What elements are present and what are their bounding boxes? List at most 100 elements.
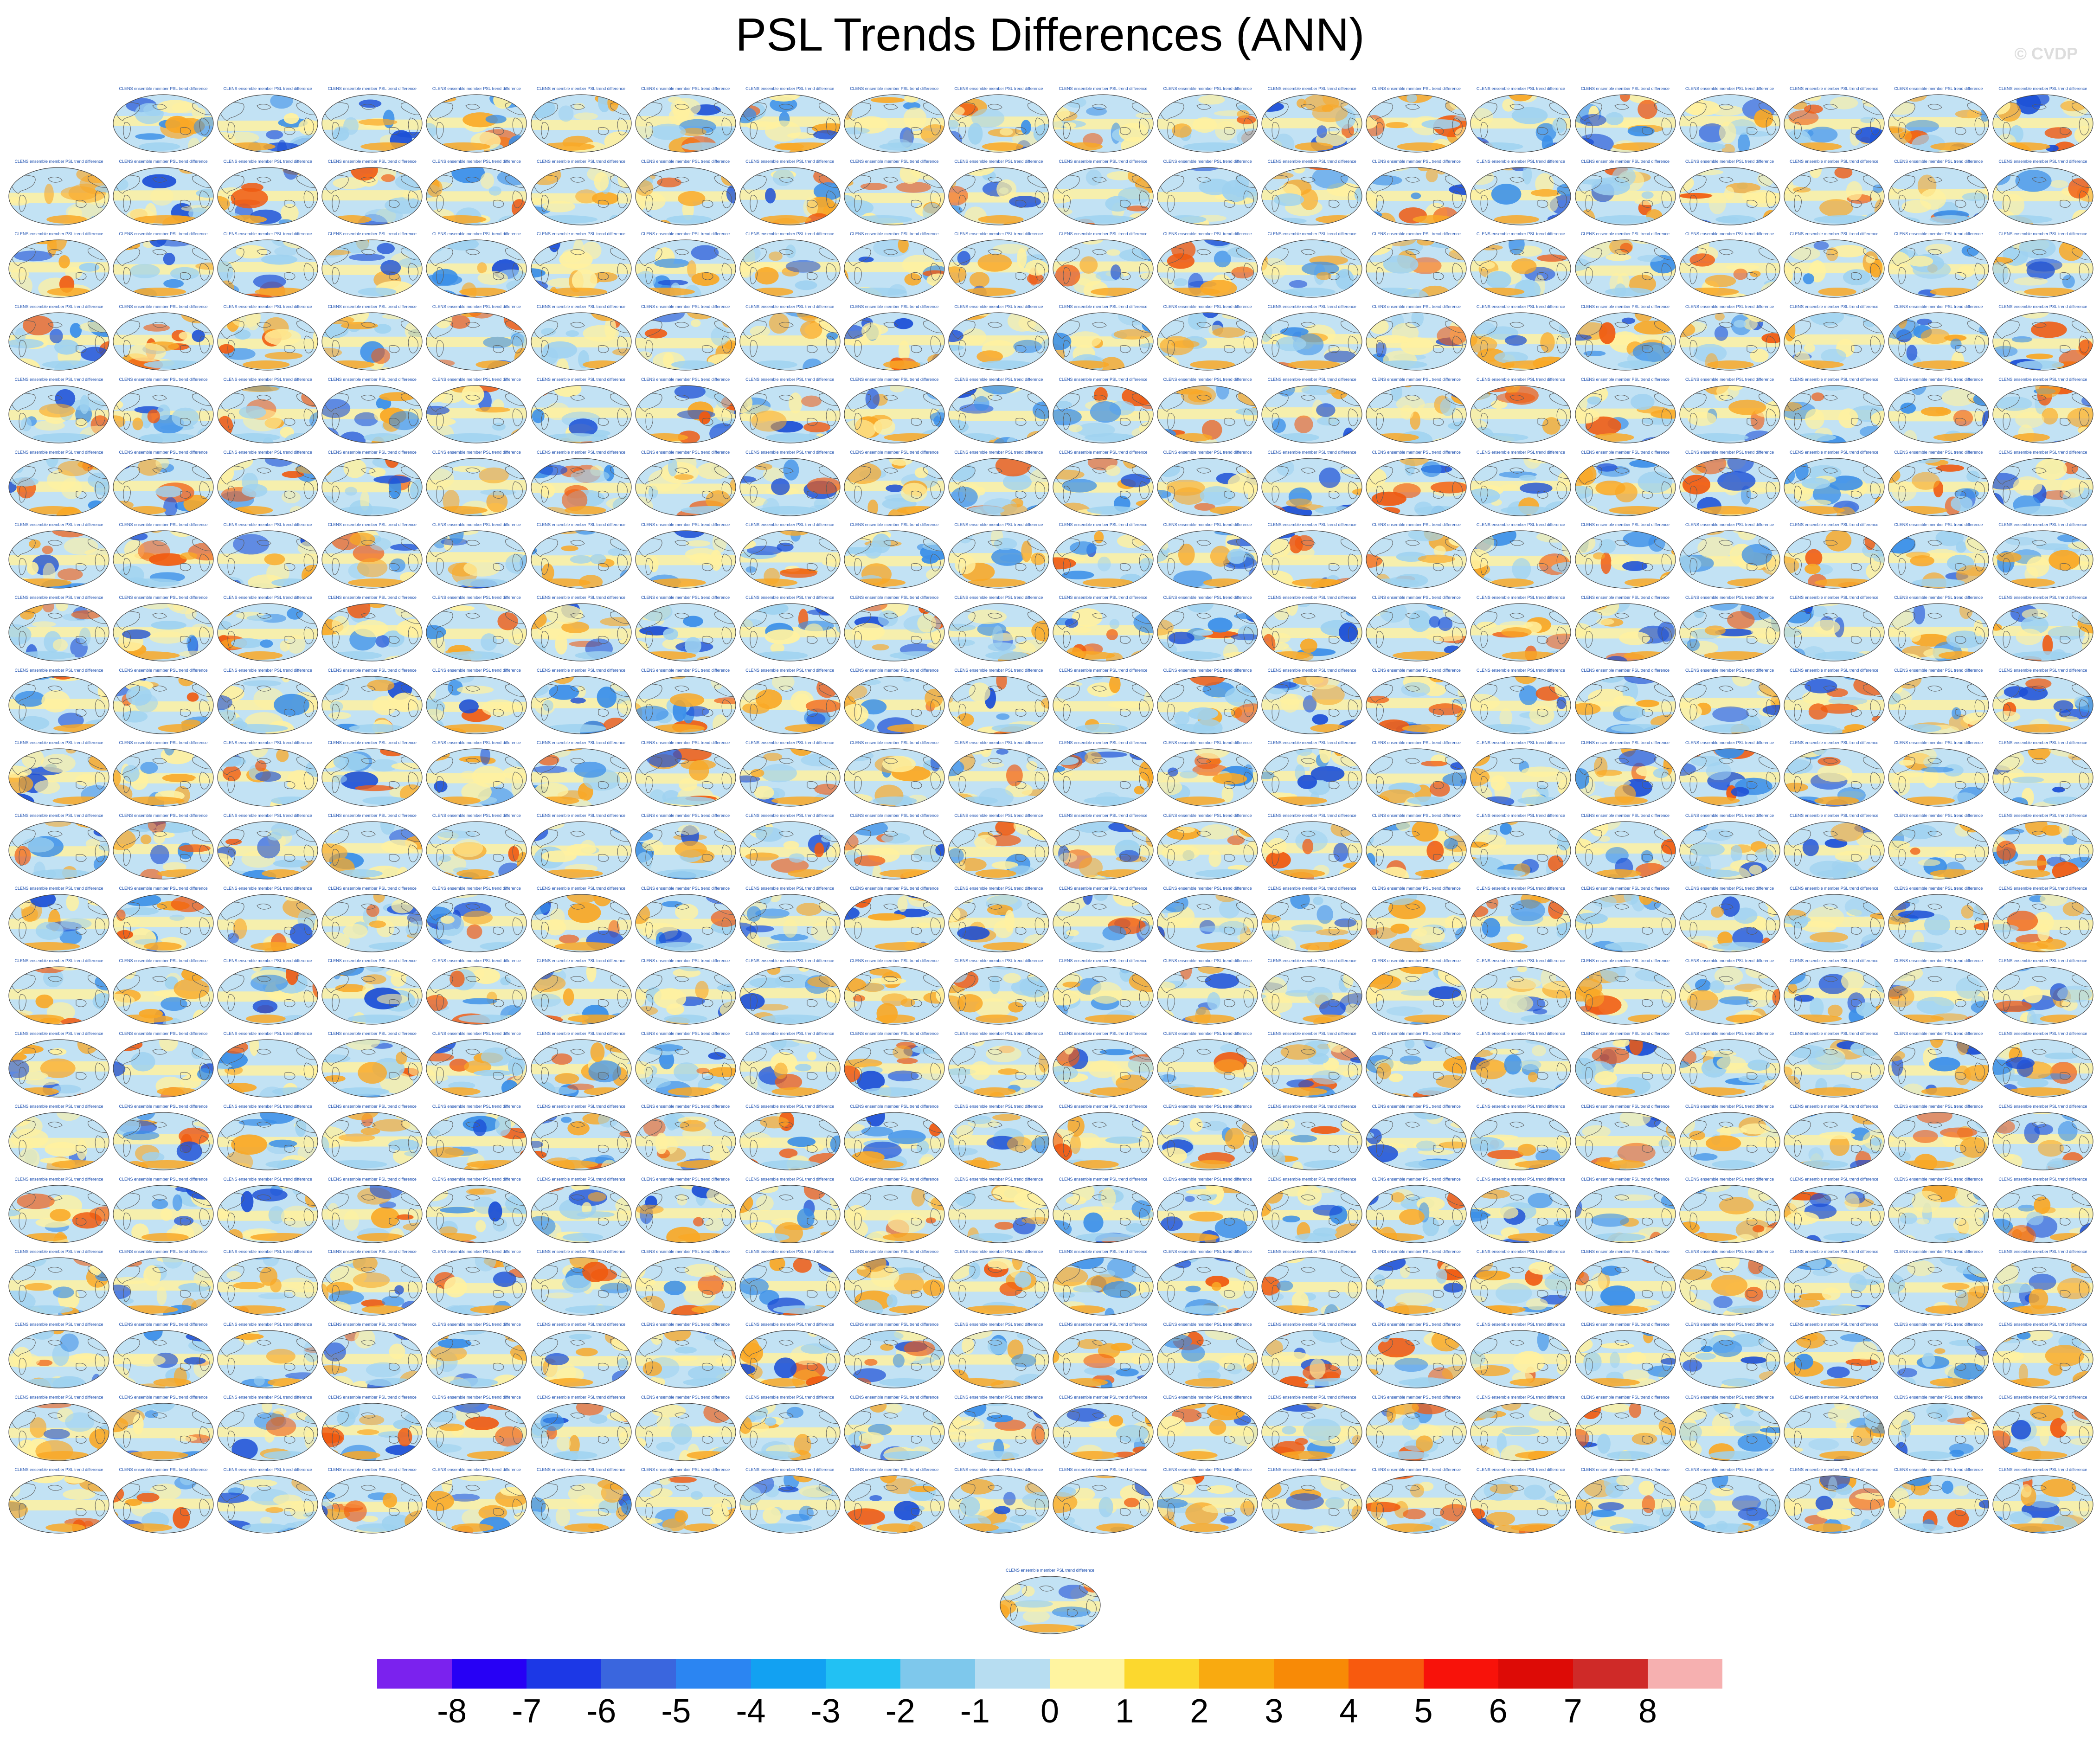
world-map bbox=[1992, 385, 2094, 443]
panel-title: CLENS ensemble member PSL trend differen… bbox=[432, 231, 521, 237]
panel-title: CLENS ensemble member PSL trend differen… bbox=[1998, 740, 2087, 745]
panel-title: CLENS ensemble member PSL trend differen… bbox=[432, 886, 521, 891]
map-panel: CLENS ensemble member PSL trend differen… bbox=[424, 1394, 529, 1464]
map-panel: CLENS ensemble member PSL trend differen… bbox=[529, 957, 634, 1027]
panel-title: CLENS ensemble member PSL trend differen… bbox=[850, 231, 939, 237]
colorbar-tick-label: -7 bbox=[512, 1693, 542, 1730]
world-map bbox=[1053, 167, 1154, 225]
map-panel: CLENS ensemble member PSL trend differen… bbox=[1468, 594, 1573, 664]
colorbar-tick-label: -5 bbox=[661, 1693, 691, 1730]
map-panel: CLENS ensemble member PSL trend differen… bbox=[1886, 667, 1991, 737]
colorbar-swatch bbox=[1049, 1659, 1125, 1689]
map-panel: CLENS ensemble member PSL trend differen… bbox=[424, 521, 529, 591]
world-map bbox=[1261, 312, 1362, 371]
map-panel: CLENS ensemble member PSL trend differen… bbox=[1677, 231, 1782, 300]
panel-title: CLENS ensemble member PSL trend differen… bbox=[1580, 813, 1670, 818]
world-map bbox=[844, 1039, 945, 1098]
world-map bbox=[739, 1475, 841, 1534]
panel-title: CLENS ensemble member PSL trend differen… bbox=[1998, 377, 2087, 382]
map-panel: CLENS ensemble member PSL trend differen… bbox=[1155, 158, 1260, 228]
world-map bbox=[1992, 167, 2094, 225]
map-panel: CLENS ensemble member PSL trend differen… bbox=[424, 667, 529, 737]
panel-title: CLENS ensemble member PSL trend differen… bbox=[850, 522, 939, 527]
panel-title: CLENS ensemble member PSL trend differen… bbox=[745, 1467, 835, 1472]
map-panel: CLENS ensemble member PSL trend differen… bbox=[946, 158, 1051, 228]
world-map bbox=[113, 894, 214, 952]
map-panel: CLENS ensemble member PSL trend differen… bbox=[529, 376, 634, 446]
map-panel: CLENS ensemble member PSL trend differen… bbox=[1573, 1030, 1678, 1100]
map-panel: CLENS ensemble member PSL trend differen… bbox=[842, 231, 947, 300]
world-map bbox=[1157, 1184, 1258, 1243]
map-panel: CLENS ensemble member PSL trend differen… bbox=[111, 957, 216, 1027]
panel-title: CLENS ensemble member PSL trend differen… bbox=[850, 1467, 939, 1472]
world-map bbox=[530, 1112, 632, 1170]
world-map bbox=[217, 530, 318, 589]
map-panel: CLENS ensemble member PSL trend differen… bbox=[320, 957, 424, 1027]
world-map bbox=[217, 1330, 318, 1388]
map-panel: CLENS ensemble member PSL trend differen… bbox=[633, 667, 738, 737]
panel-title: CLENS ensemble member PSL trend differen… bbox=[14, 1031, 103, 1036]
colorbar-swatch bbox=[900, 1659, 975, 1689]
world-map bbox=[426, 748, 527, 807]
panel-title: CLENS ensemble member PSL trend differen… bbox=[536, 304, 626, 309]
world-map bbox=[1157, 385, 1258, 443]
world-map bbox=[635, 1475, 736, 1534]
map-panel: CLENS ensemble member PSL trend differen… bbox=[529, 521, 634, 591]
map-panel: CLENS ensemble member PSL trend differen… bbox=[1468, 449, 1573, 519]
panel-title: CLENS ensemble member PSL trend differen… bbox=[1476, 1031, 1565, 1036]
map-panel: CLENS ensemble member PSL trend differen… bbox=[111, 739, 216, 809]
map-panel: CLENS ensemble member PSL trend differen… bbox=[633, 158, 738, 228]
world-map bbox=[1053, 94, 1154, 153]
panel-title: CLENS ensemble member PSL trend differen… bbox=[223, 231, 312, 237]
world-map bbox=[1888, 239, 1989, 298]
panel-title: CLENS ensemble member PSL trend differen… bbox=[1894, 377, 1983, 382]
map-panel: CLENS ensemble member PSL trend differen… bbox=[1991, 1176, 2095, 1246]
world-map bbox=[1574, 894, 1676, 952]
world-map bbox=[948, 894, 1049, 952]
world-map bbox=[321, 1039, 423, 1098]
map-panel: CLENS ensemble member PSL trend differen… bbox=[842, 158, 947, 228]
map-panel: CLENS ensemble member PSL trend differen… bbox=[842, 739, 947, 809]
panel-title: CLENS ensemble member PSL trend differen… bbox=[1894, 1104, 1983, 1109]
panel-title: CLENS ensemble member PSL trend differen… bbox=[1790, 1031, 1879, 1036]
world-map bbox=[1366, 1112, 1467, 1170]
panel-title: CLENS ensemble member PSL trend differen… bbox=[223, 1031, 312, 1036]
panel-title: CLENS ensemble member PSL trend differen… bbox=[432, 1104, 521, 1109]
panel-title: CLENS ensemble member PSL trend differen… bbox=[119, 1322, 208, 1327]
world-map bbox=[1157, 167, 1258, 225]
map-panel: CLENS ensemble member PSL trend differen… bbox=[1155, 231, 1260, 300]
map-panel: CLENS ensemble member PSL trend differen… bbox=[1782, 812, 1887, 882]
world-map bbox=[739, 385, 841, 443]
world-map bbox=[1470, 1112, 1571, 1170]
map-panel: CLENS ensemble member PSL trend differen… bbox=[424, 376, 529, 446]
map-panel: CLENS ensemble member PSL trend differen… bbox=[633, 739, 738, 809]
world-map bbox=[1574, 603, 1676, 662]
map-panel: CLENS ensemble member PSL trend differen… bbox=[1155, 521, 1260, 591]
map-panel: CLENS ensemble member PSL trend differen… bbox=[1259, 449, 1364, 519]
world-map bbox=[1784, 603, 1885, 662]
panel-title: CLENS ensemble member PSL trend differen… bbox=[1998, 813, 2087, 818]
map-panel: CLENS ensemble member PSL trend differen… bbox=[1364, 1248, 1469, 1318]
panel-title: CLENS ensemble member PSL trend differen… bbox=[641, 1031, 730, 1036]
panel-title: CLENS ensemble member PSL trend differen… bbox=[745, 1322, 835, 1327]
panel-title: CLENS ensemble member PSL trend differen… bbox=[850, 740, 939, 745]
panel-title: CLENS ensemble member PSL trend differen… bbox=[119, 958, 208, 964]
world-map bbox=[1679, 675, 1780, 734]
map-panel: CLENS ensemble member PSL trend differen… bbox=[1991, 1394, 2095, 1464]
world-map bbox=[1574, 821, 1676, 880]
map-panel: CLENS ensemble member PSL trend differen… bbox=[1991, 1030, 2095, 1100]
panel-title: CLENS ensemble member PSL trend differen… bbox=[850, 1031, 939, 1036]
map-panel: CLENS ensemble member PSL trend differen… bbox=[1782, 449, 1887, 519]
world-map bbox=[1679, 821, 1780, 880]
panel-title: CLENS ensemble member PSL trend differen… bbox=[745, 740, 835, 745]
map-panel: CLENS ensemble member PSL trend differen… bbox=[529, 885, 634, 955]
panel-title: CLENS ensemble member PSL trend differen… bbox=[328, 450, 417, 455]
map-panel: CLENS ensemble member PSL trend differen… bbox=[998, 1567, 1103, 1637]
map-panel: CLENS ensemble member PSL trend differen… bbox=[1468, 1394, 1573, 1464]
world-map bbox=[1261, 821, 1362, 880]
map-panel: CLENS ensemble member PSL trend differen… bbox=[1886, 1394, 1991, 1464]
map-panel: CLENS ensemble member PSL trend differen… bbox=[1991, 812, 2095, 882]
panel-title: CLENS ensemble member PSL trend differen… bbox=[119, 231, 208, 237]
world-map bbox=[739, 1039, 841, 1098]
map-panel: CLENS ensemble member PSL trend differen… bbox=[946, 303, 1051, 373]
